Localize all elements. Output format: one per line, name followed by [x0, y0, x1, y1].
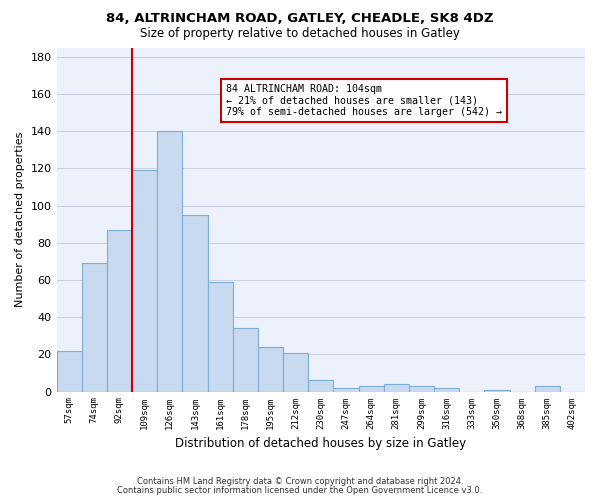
Bar: [359, 386, 383, 392]
Bar: [132, 170, 157, 392]
Bar: [308, 380, 334, 392]
Bar: [107, 230, 132, 392]
Bar: [182, 215, 208, 392]
Bar: [434, 388, 459, 392]
Text: 84, ALTRINCHAM ROAD, GATLEY, CHEADLE, SK8 4DZ: 84, ALTRINCHAM ROAD, GATLEY, CHEADLE, SK…: [106, 12, 494, 26]
Bar: [258, 347, 283, 392]
Bar: [82, 263, 107, 392]
Text: Size of property relative to detached houses in Gatley: Size of property relative to detached ho…: [140, 28, 460, 40]
Text: 84 ALTRINCHAM ROAD: 104sqm
← 21% of detached houses are smaller (143)
79% of sem: 84 ALTRINCHAM ROAD: 104sqm ← 21% of deta…: [226, 84, 502, 117]
Bar: [283, 352, 308, 392]
Bar: [233, 328, 258, 392]
Bar: [334, 388, 359, 392]
Bar: [157, 131, 182, 392]
Bar: [484, 390, 509, 392]
Bar: [535, 386, 560, 392]
X-axis label: Distribution of detached houses by size in Gatley: Distribution of detached houses by size …: [175, 437, 466, 450]
Bar: [383, 384, 409, 392]
Bar: [56, 350, 82, 392]
Text: Contains HM Land Registry data © Crown copyright and database right 2024.: Contains HM Land Registry data © Crown c…: [137, 477, 463, 486]
Text: Contains public sector information licensed under the Open Government Licence v3: Contains public sector information licen…: [118, 486, 482, 495]
Y-axis label: Number of detached properties: Number of detached properties: [15, 132, 25, 307]
Bar: [208, 282, 233, 392]
Bar: [409, 386, 434, 392]
